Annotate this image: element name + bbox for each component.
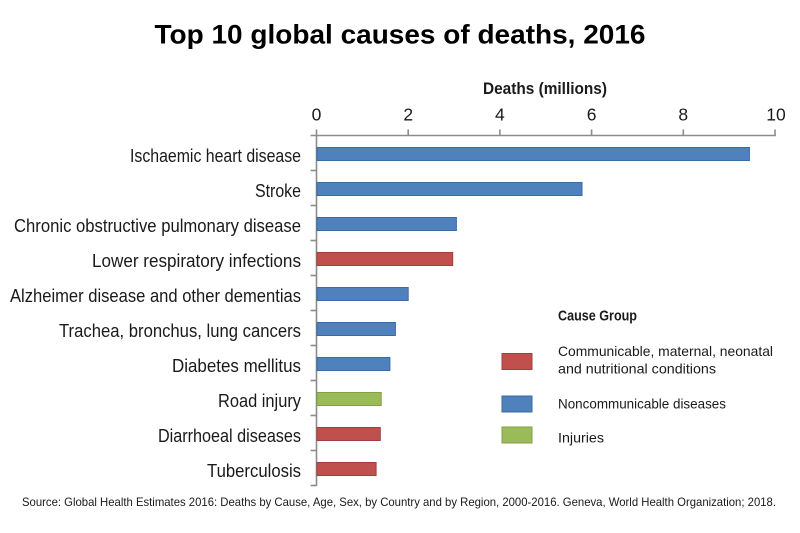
svg-text:Trachea, bronchus, lung cancer: Trachea, bronchus, lung cancers <box>59 321 301 341</box>
svg-text:and nutritional conditions: and nutritional conditions <box>558 361 716 377</box>
svg-text:Ischaemic heart disease: Ischaemic heart disease <box>130 146 301 166</box>
svg-text:Cause Group: Cause Group <box>558 308 637 325</box>
svg-text:10: 10 <box>766 105 786 125</box>
svg-text:Alzheimer disease and other de: Alzheimer disease and other dementias <box>10 286 301 306</box>
svg-text:Communicable, maternal, neonat: Communicable, maternal, neonatal <box>558 343 773 359</box>
svg-text:2: 2 <box>403 105 413 125</box>
svg-text:0: 0 <box>312 105 322 125</box>
svg-text:Diarrhoeal diseases: Diarrhoeal diseases <box>158 426 301 446</box>
svg-text:Diabetes mellitus: Diabetes mellitus <box>172 356 301 376</box>
svg-text:8: 8 <box>678 105 688 125</box>
svg-text:4: 4 <box>495 105 505 125</box>
svg-text:Road injury: Road injury <box>218 391 301 411</box>
svg-text:Deaths (millions): Deaths (millions) <box>483 79 607 98</box>
svg-text:Top 10 global causes of deaths: Top 10 global causes of deaths, 2016 <box>155 20 646 50</box>
svg-text:Injuries: Injuries <box>558 430 604 446</box>
svg-text:Lower respiratory infections: Lower respiratory infections <box>92 251 301 271</box>
svg-text:Stroke: Stroke <box>255 181 301 201</box>
svg-text:Source: Global Health Estimate: Source: Global Health Estimates 2016: De… <box>22 495 776 509</box>
svg-text:6: 6 <box>587 105 597 125</box>
svg-text:Chronic obstructive pulmonary: Chronic obstructive pulmonary disease <box>14 216 301 236</box>
svg-text:Tuberculosis: Tuberculosis <box>207 461 301 481</box>
svg-text:Noncommunicable diseases: Noncommunicable diseases <box>558 396 726 412</box>
